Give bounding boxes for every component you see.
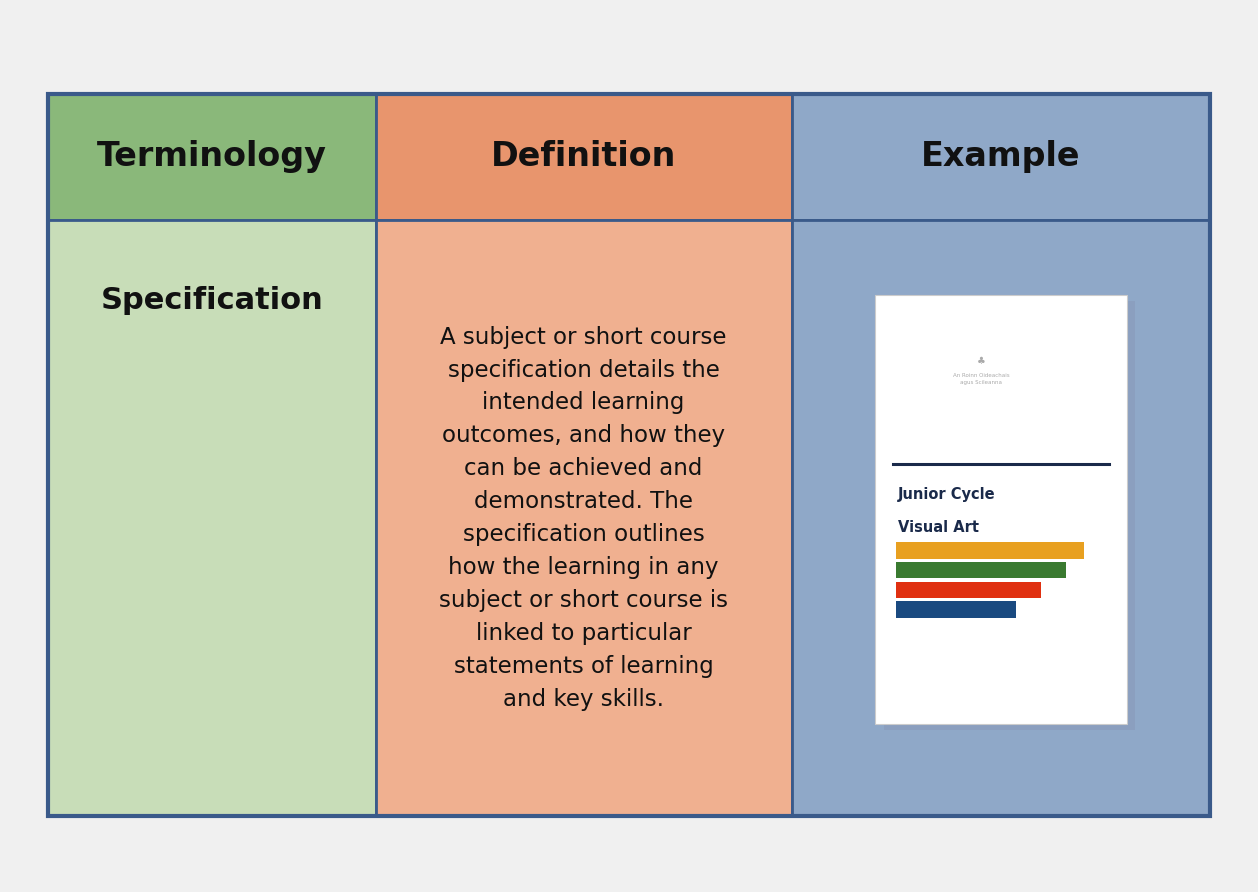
Text: Definition: Definition xyxy=(491,140,677,173)
Bar xyxy=(376,220,791,816)
Bar xyxy=(376,94,791,220)
Text: A subject or short course
specification details the
intended learning
outcomes, : A subject or short course specification … xyxy=(439,326,728,711)
Text: Terminology: Terminology xyxy=(97,140,327,173)
Bar xyxy=(896,582,1042,598)
Bar xyxy=(876,294,1126,723)
Text: ♣: ♣ xyxy=(976,356,985,366)
Text: Visual Art: Visual Art xyxy=(898,520,979,534)
Text: Specification: Specification xyxy=(101,286,323,315)
Bar xyxy=(791,220,1210,816)
Text: Junior Cycle: Junior Cycle xyxy=(898,487,995,501)
Text: Example: Example xyxy=(921,140,1081,173)
Text: An Roinn Oideachais
agus Scileanna: An Roinn Oideachais agus Scileanna xyxy=(952,374,1009,384)
Bar xyxy=(48,94,1210,816)
Bar xyxy=(896,601,1016,618)
Bar xyxy=(896,542,1084,558)
Bar xyxy=(48,220,376,816)
Bar xyxy=(884,301,1135,730)
Bar xyxy=(791,94,1210,220)
Bar xyxy=(48,94,376,220)
Bar xyxy=(896,562,1067,578)
